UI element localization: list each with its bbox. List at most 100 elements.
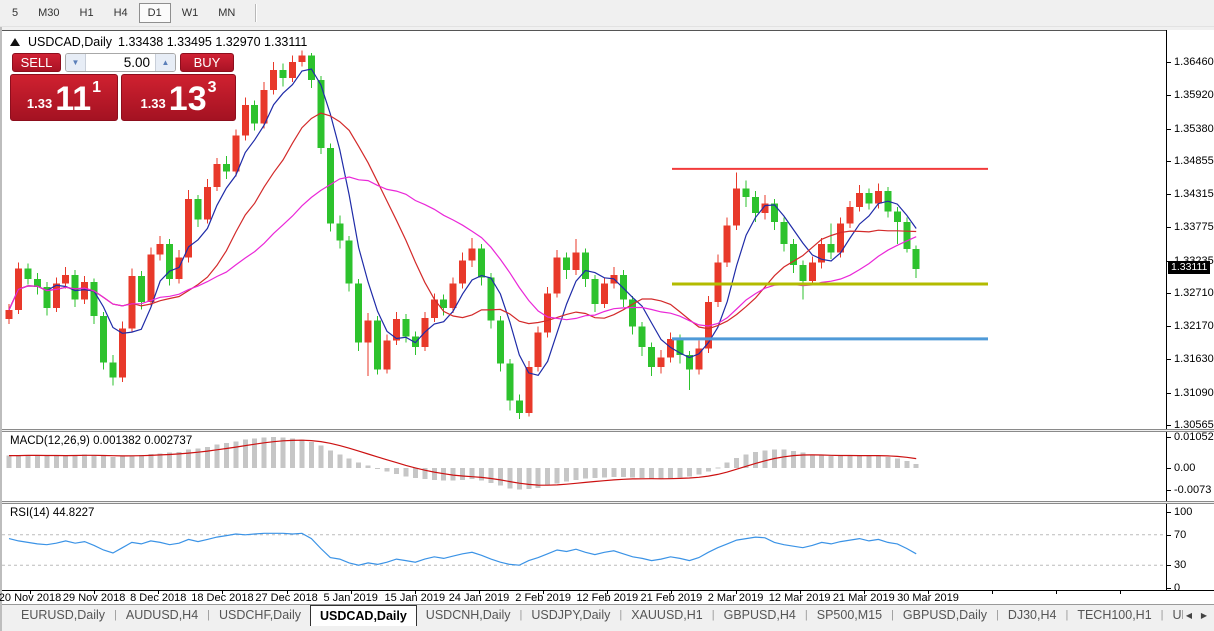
macd-axis-label: 0.010525 xyxy=(1174,431,1214,443)
price-axis-tick xyxy=(1167,359,1171,361)
buy-price-pip: 3 xyxy=(207,79,217,96)
macd-axis-tick xyxy=(1167,489,1171,491)
date-axis-tick xyxy=(671,591,673,594)
price-axis-tick xyxy=(1167,292,1171,294)
date-axis-label: 21 Feb 2019 xyxy=(640,592,703,604)
sell-button[interactable]: SELL xyxy=(12,53,61,72)
timeframe-button-5[interactable]: 5 xyxy=(12,7,19,19)
date-axis-tick xyxy=(607,591,609,594)
tab-usdcad-daily[interactable]: USDCAD,Daily xyxy=(309,605,417,626)
date-axis-tick xyxy=(94,591,96,594)
date-axis-tick xyxy=(735,591,737,594)
date-axis-label: 18 Dec 2018 xyxy=(191,592,254,604)
volume-increase-button[interactable]: ▲ xyxy=(155,54,175,71)
macd-axis-tick xyxy=(1167,468,1171,469)
rsi-panel-row: RSI(14) 44.8227 100 70 30 0 xyxy=(2,504,1214,594)
panel-splitter[interactable] xyxy=(2,501,1214,504)
rsi-axis-label: 30 xyxy=(1174,559,1187,572)
tab-gbpusd-h4[interactable]: GBPUSD,H4 xyxy=(723,608,796,622)
tab-usdjpy-daily[interactable]: USDJPY,Daily xyxy=(531,608,611,622)
chart-tabs: EURUSD,Daily | AUDUSD,H4 | USDCHF,Daily USDCA… xyxy=(2,605,1183,626)
date-axis-tick xyxy=(414,591,416,594)
macd-axis-label: -0.0073 xyxy=(1174,483,1212,496)
chart-ohlc-values: 1.33438 1.33495 1.32970 1.33111 xyxy=(118,35,308,49)
price-axis[interactable]: 1.36460 1.35920 1.35380 1.34855 1.34315 1.337… xyxy=(1166,30,1214,431)
chevron-up-icon: ▲ xyxy=(161,58,170,67)
rsi-axis-tick xyxy=(1167,565,1171,567)
chevron-down-icon: ▼ xyxy=(71,58,80,67)
tab-sp500-m15[interactable]: SP500,M15 xyxy=(816,608,883,622)
timeframe-button-w1[interactable]: W1 xyxy=(181,7,199,19)
rsi-axis-tick xyxy=(1167,588,1171,589)
timeframe-button-mn[interactable]: MN xyxy=(218,7,236,19)
price-axis-label: 1.35920 xyxy=(1174,89,1214,102)
date-axis[interactable]: 20 Nov 2018 29 Nov 2018 8 Dec 2018 18 Dec 2… xyxy=(0,590,1214,604)
tab-usdcnh-daily[interactable]: USDCNH,Daily xyxy=(425,608,511,622)
date-axis-label: 15 Jan 2019 xyxy=(384,592,446,604)
price-axis-tick xyxy=(1167,260,1171,262)
timeframe-toolbar: 5 M30 H1 H4 D1 W1 MN xyxy=(0,0,1214,27)
panel-splitter[interactable] xyxy=(2,429,1214,432)
sell-price-main: 11 xyxy=(55,79,92,118)
current-price-tag: 1.33111 xyxy=(1168,261,1211,275)
date-axis-label: 21 Mar 2019 xyxy=(832,592,895,604)
macd-chart-canvas[interactable]: MACD(12,26,9) 0.001382 0.002737 xyxy=(2,432,1166,501)
tab-ukc[interactable]: UKC xyxy=(1172,608,1183,622)
date-axis-tick xyxy=(1120,591,1122,594)
tab-separator: | xyxy=(619,609,623,621)
tab-xauusd-h1[interactable]: XAUUSD,H1 xyxy=(631,608,703,622)
price-chart-canvas[interactable]: USDCAD,Daily 1.33438 1.33495 1.32970 1.3… xyxy=(2,30,1166,429)
date-axis-label: 8 Dec 2018 xyxy=(130,592,187,604)
price-axis-label: 1.32710 xyxy=(1174,286,1214,299)
tab-separator: | xyxy=(1065,609,1069,621)
price-axis-tick xyxy=(1167,128,1171,130)
price-axis-tick xyxy=(1167,194,1171,196)
buy-price-button[interactable]: 1.33 13 3 xyxy=(121,74,236,121)
price-axis-tick xyxy=(1167,160,1171,162)
tab-audusd-h4[interactable]: AUDUSD,H4 xyxy=(125,608,199,622)
tab-separator: | xyxy=(804,609,808,621)
tab-scroll-left-button[interactable]: ◀ xyxy=(1183,609,1195,622)
price-axis-tick xyxy=(1167,62,1171,63)
rsi-axis-label: 0 xyxy=(1174,582,1181,594)
rsi-axis-tick xyxy=(1167,512,1171,513)
price-axis-label: 1.34855 xyxy=(1174,154,1214,167)
date-axis-label: 5 Jan 2019 xyxy=(323,592,378,604)
volume-input[interactable] xyxy=(86,54,155,71)
rsi-axis-label: 100 xyxy=(1174,506,1193,518)
buy-button[interactable]: BUY xyxy=(180,53,234,72)
date-axis-tick xyxy=(992,591,994,594)
macd-axis[interactable]: 0.010525 0.00 -0.0073 xyxy=(1166,431,1214,501)
timeframe-button-h1[interactable]: H1 xyxy=(79,7,94,19)
date-axis-tick xyxy=(543,591,545,594)
buy-price-prefix: 1.33 xyxy=(140,96,166,111)
date-axis-label: 12 Mar 2019 xyxy=(768,592,831,604)
volume-decrease-button[interactable]: ▼ xyxy=(66,54,86,71)
chart-tab-bar: EURUSD,Daily | AUDUSD,H4 | USDCHF,Daily USDCA… xyxy=(2,604,1214,631)
price-axis-label: 1.36460 xyxy=(1174,56,1214,68)
tab-tech100-h1[interactable]: TECH100,H1 xyxy=(1077,608,1152,622)
price-axis-tick xyxy=(1167,326,1171,328)
rsi-chart-canvas[interactable]: RSI(14) 44.8227 xyxy=(2,504,1166,590)
date-axis-label: 20 Nov 2018 xyxy=(0,592,62,604)
timeframe-button-h4[interactable]: H4 xyxy=(113,7,128,19)
timeframe-button-d1[interactable]: D1 xyxy=(138,3,171,23)
tab-scroll-buttons: ◀ ▶ xyxy=(1183,605,1214,622)
rsi-axis[interactable]: 100 70 30 0 xyxy=(1166,504,1214,594)
date-axis-label: 2 Mar 2019 xyxy=(707,592,764,604)
tab-separator: | xyxy=(891,609,894,621)
timeframe-button-m30[interactable]: M30 xyxy=(38,7,60,19)
chart-title: USDCAD,Daily 1.33438 1.33495 1.32970 1.3… xyxy=(10,35,307,49)
tab-dj30-h4[interactable]: DJ30,H4 xyxy=(1007,608,1057,622)
price-axis-label: 1.32170 xyxy=(1174,320,1214,333)
tab-separator: | xyxy=(1160,609,1164,621)
symbol-triangle-icon xyxy=(10,38,20,46)
chart-symbol-label: USDCAD,Daily xyxy=(28,35,113,49)
tab-scroll-right-button[interactable]: ▶ xyxy=(1198,609,1210,622)
sell-price-button[interactable]: 1.33 11 1 xyxy=(10,74,118,121)
price-axis-tick xyxy=(1167,392,1171,394)
price-axis-label: 1.34315 xyxy=(1174,188,1214,201)
tab-usdchf-daily[interactable]: USDCHF,Daily xyxy=(219,608,301,622)
tab-eurusd-daily[interactable]: EURUSD,Daily xyxy=(21,608,106,622)
tab-gbpusd-daily[interactable]: GBPUSD,Daily xyxy=(902,608,987,622)
